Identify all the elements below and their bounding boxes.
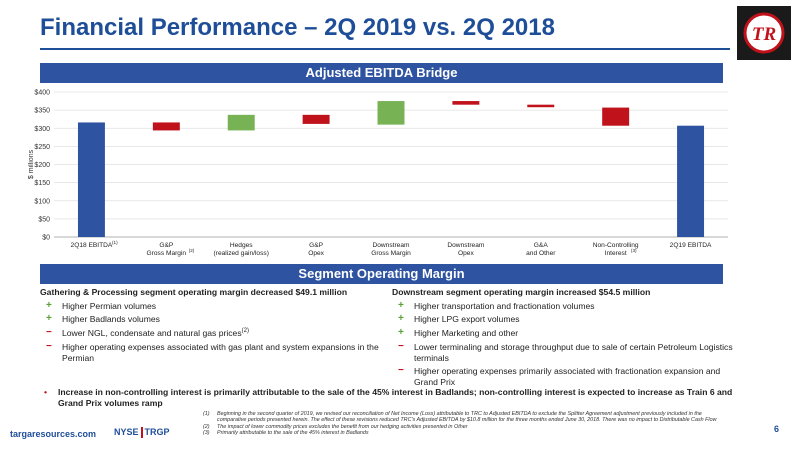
bar-increase <box>227 114 255 131</box>
y-tick-label: $50 <box>38 216 50 223</box>
bar-decrease <box>302 114 330 124</box>
nci-bullet: • Increase in non-controlling interest i… <box>40 387 740 408</box>
x-tick-label: Hedges <box>230 242 253 249</box>
bar-total <box>77 122 105 237</box>
company-logo: TR <box>737 6 791 60</box>
exchange-label: NYSE <box>114 427 139 437</box>
x-tick-label: Downstream <box>447 242 485 249</box>
plus-icon: + <box>398 327 404 339</box>
page-title: Financial Performance – 2Q 2019 vs. 2Q 2… <box>40 14 555 41</box>
footnote-marker: (2) <box>241 328 249 335</box>
segment-driver-text: Higher operating expenses primarily asso… <box>414 366 721 388</box>
segment-driver-item: + Higher transportation and fractionation… <box>392 299 742 312</box>
footnote: (1) Beginning in the second quarter of 20… <box>203 411 728 424</box>
page-number: 6 <box>774 424 780 434</box>
y-tick-label: $200 <box>34 162 50 169</box>
bar-decrease <box>452 101 480 105</box>
footnote: (3) Primarily attributable to the sale of… <box>203 430 728 436</box>
y-tick-label: $0 <box>42 235 50 242</box>
x-tick-label: 2Q18 EBITDA <box>71 242 113 249</box>
x-tick-label: (realized gain/loss) <box>214 250 269 257</box>
y-axis-label: $ millions <box>28 149 35 179</box>
title-underline <box>40 48 730 50</box>
stock-ticker: NYSE TRGP <box>114 427 170 439</box>
minus-icon: − <box>46 340 52 352</box>
segment-driver-text: Lower terminaling and storage throughput… <box>414 341 733 363</box>
footnote-text: The impact of lower commodity prices exc… <box>217 423 468 430</box>
footnote-text: Primarily attributable to the sale of th… <box>217 430 369 437</box>
segment-driver-item: − Higher operating expenses associated wi… <box>40 340 390 363</box>
downstream-segment-heading: Downstream segment operating margin incr… <box>392 287 651 297</box>
segment-driver-item: − Lower terminaling and storage throughpu… <box>392 340 742 363</box>
x-tick-label: Interest <box>605 250 627 257</box>
minus-icon: − <box>398 340 404 352</box>
y-tick-label: $250 <box>34 144 50 151</box>
segment-driver-text: Higher Permian volumes <box>62 300 157 311</box>
segment-driver-text: Higher Badlands volumes <box>62 314 160 325</box>
plus-icon: + <box>46 299 52 311</box>
segment-driver-text: Higher transportation and fractionation … <box>414 300 595 311</box>
footnote-marker: (2) <box>189 248 195 253</box>
minus-icon: − <box>398 365 404 377</box>
downstream-segment-column: Downstream segment operating margin incr… <box>392 287 742 391</box>
segment-driver-text: Higher LPG export volumes <box>414 314 520 325</box>
bar-increase <box>377 101 405 125</box>
x-tick-label: 2Q19 EBITDA <box>670 242 712 249</box>
plus-icon: + <box>46 313 52 325</box>
x-tick-label: Gross Margin <box>371 250 411 257</box>
ebitda-bridge-chart: $0 $50 $100 $150 $200 $250 $300 $350 $400 $ milli… <box>28 90 728 257</box>
segment-driver-item: + Higher Badlands volumes <box>40 313 390 325</box>
logo-text: TR <box>752 24 776 45</box>
bar-decrease <box>602 107 630 126</box>
segment-driver-item: + Higher Permian volumes <box>40 299 390 312</box>
footnotes: (1) Beginning in the second quarter of 20… <box>203 411 728 437</box>
segment-driver-item: + Higher LPG export volumes <box>392 313 742 325</box>
x-tick-label: G&A <box>534 242 549 249</box>
footnote-number: (2) <box>203 423 210 430</box>
x-tick-label: Non-Controlling <box>593 242 639 249</box>
x-tick-label: Opex <box>308 250 324 257</box>
footnote-text: Beginning in the second quarter of 2019,… <box>217 411 717 424</box>
gp-segment-heading: Gathering & Processing segment operating… <box>40 287 348 297</box>
minus-icon: − <box>46 327 52 339</box>
bar-decrease <box>152 122 180 131</box>
segment-driver-item: − Lower NGL, condensate and natural gas p… <box>40 327 390 339</box>
segment-driver-item: + Higher Marketing and other <box>392 327 742 339</box>
segment-driver-text: Higher operating expenses associated wit… <box>62 341 379 363</box>
plus-icon: + <box>398 313 404 325</box>
x-tick-label: Gross Margin <box>147 250 187 257</box>
segment-driver-item: − Higher operating expenses primarily ass… <box>392 365 742 388</box>
ticker-divider <box>140 427 143 439</box>
x-tick-label: Opex <box>458 250 474 257</box>
footnote-number: (3) <box>203 430 210 437</box>
y-tick-label: $400 <box>34 90 50 97</box>
footnote: (2) The impact of lower commodity prices … <box>203 424 728 430</box>
x-tick-label: G&P <box>309 242 324 249</box>
x-tick-label: G&P <box>159 242 174 249</box>
bar-decrease <box>527 104 555 108</box>
gp-segment-column: Gathering & Processing segment operating… <box>40 287 390 366</box>
downstream-segment-list: + Higher transportation and fractionation… <box>392 299 742 388</box>
footnote-marker: (1) <box>112 240 118 245</box>
x-tick-label: and Other <box>526 250 556 257</box>
ebitda-bridge-header: Adjusted EBITDA Bridge <box>40 63 723 83</box>
footnote-marker: (3) <box>631 248 637 253</box>
y-tick-label: $100 <box>34 198 50 205</box>
segment-margin-header: Segment Operating Margin <box>40 264 723 284</box>
footnote-number: (1) <box>203 411 210 417</box>
y-tick-label: $350 <box>34 108 50 115</box>
nci-bullet-text: Increase in non-controlling interest is … <box>58 387 733 408</box>
y-tick-label: $150 <box>34 180 50 187</box>
segment-driver-text: Higher Marketing and other <box>414 328 519 339</box>
segment-driver-text: Lower NGL, condensate and natural gas pr… <box>62 328 242 339</box>
bar-total <box>677 125 705 237</box>
ticker-symbol: TRGP <box>144 427 170 437</box>
website-link[interactable]: targaresources.com <box>10 429 97 439</box>
bullet-dot-icon: • <box>44 387 48 397</box>
gp-segment-list: + Higher Permian volumes + Higher Badlands … <box>40 299 390 364</box>
y-tick-label: $300 <box>34 126 50 133</box>
x-tick-label: Downstream <box>372 242 410 249</box>
plus-icon: + <box>398 299 404 311</box>
